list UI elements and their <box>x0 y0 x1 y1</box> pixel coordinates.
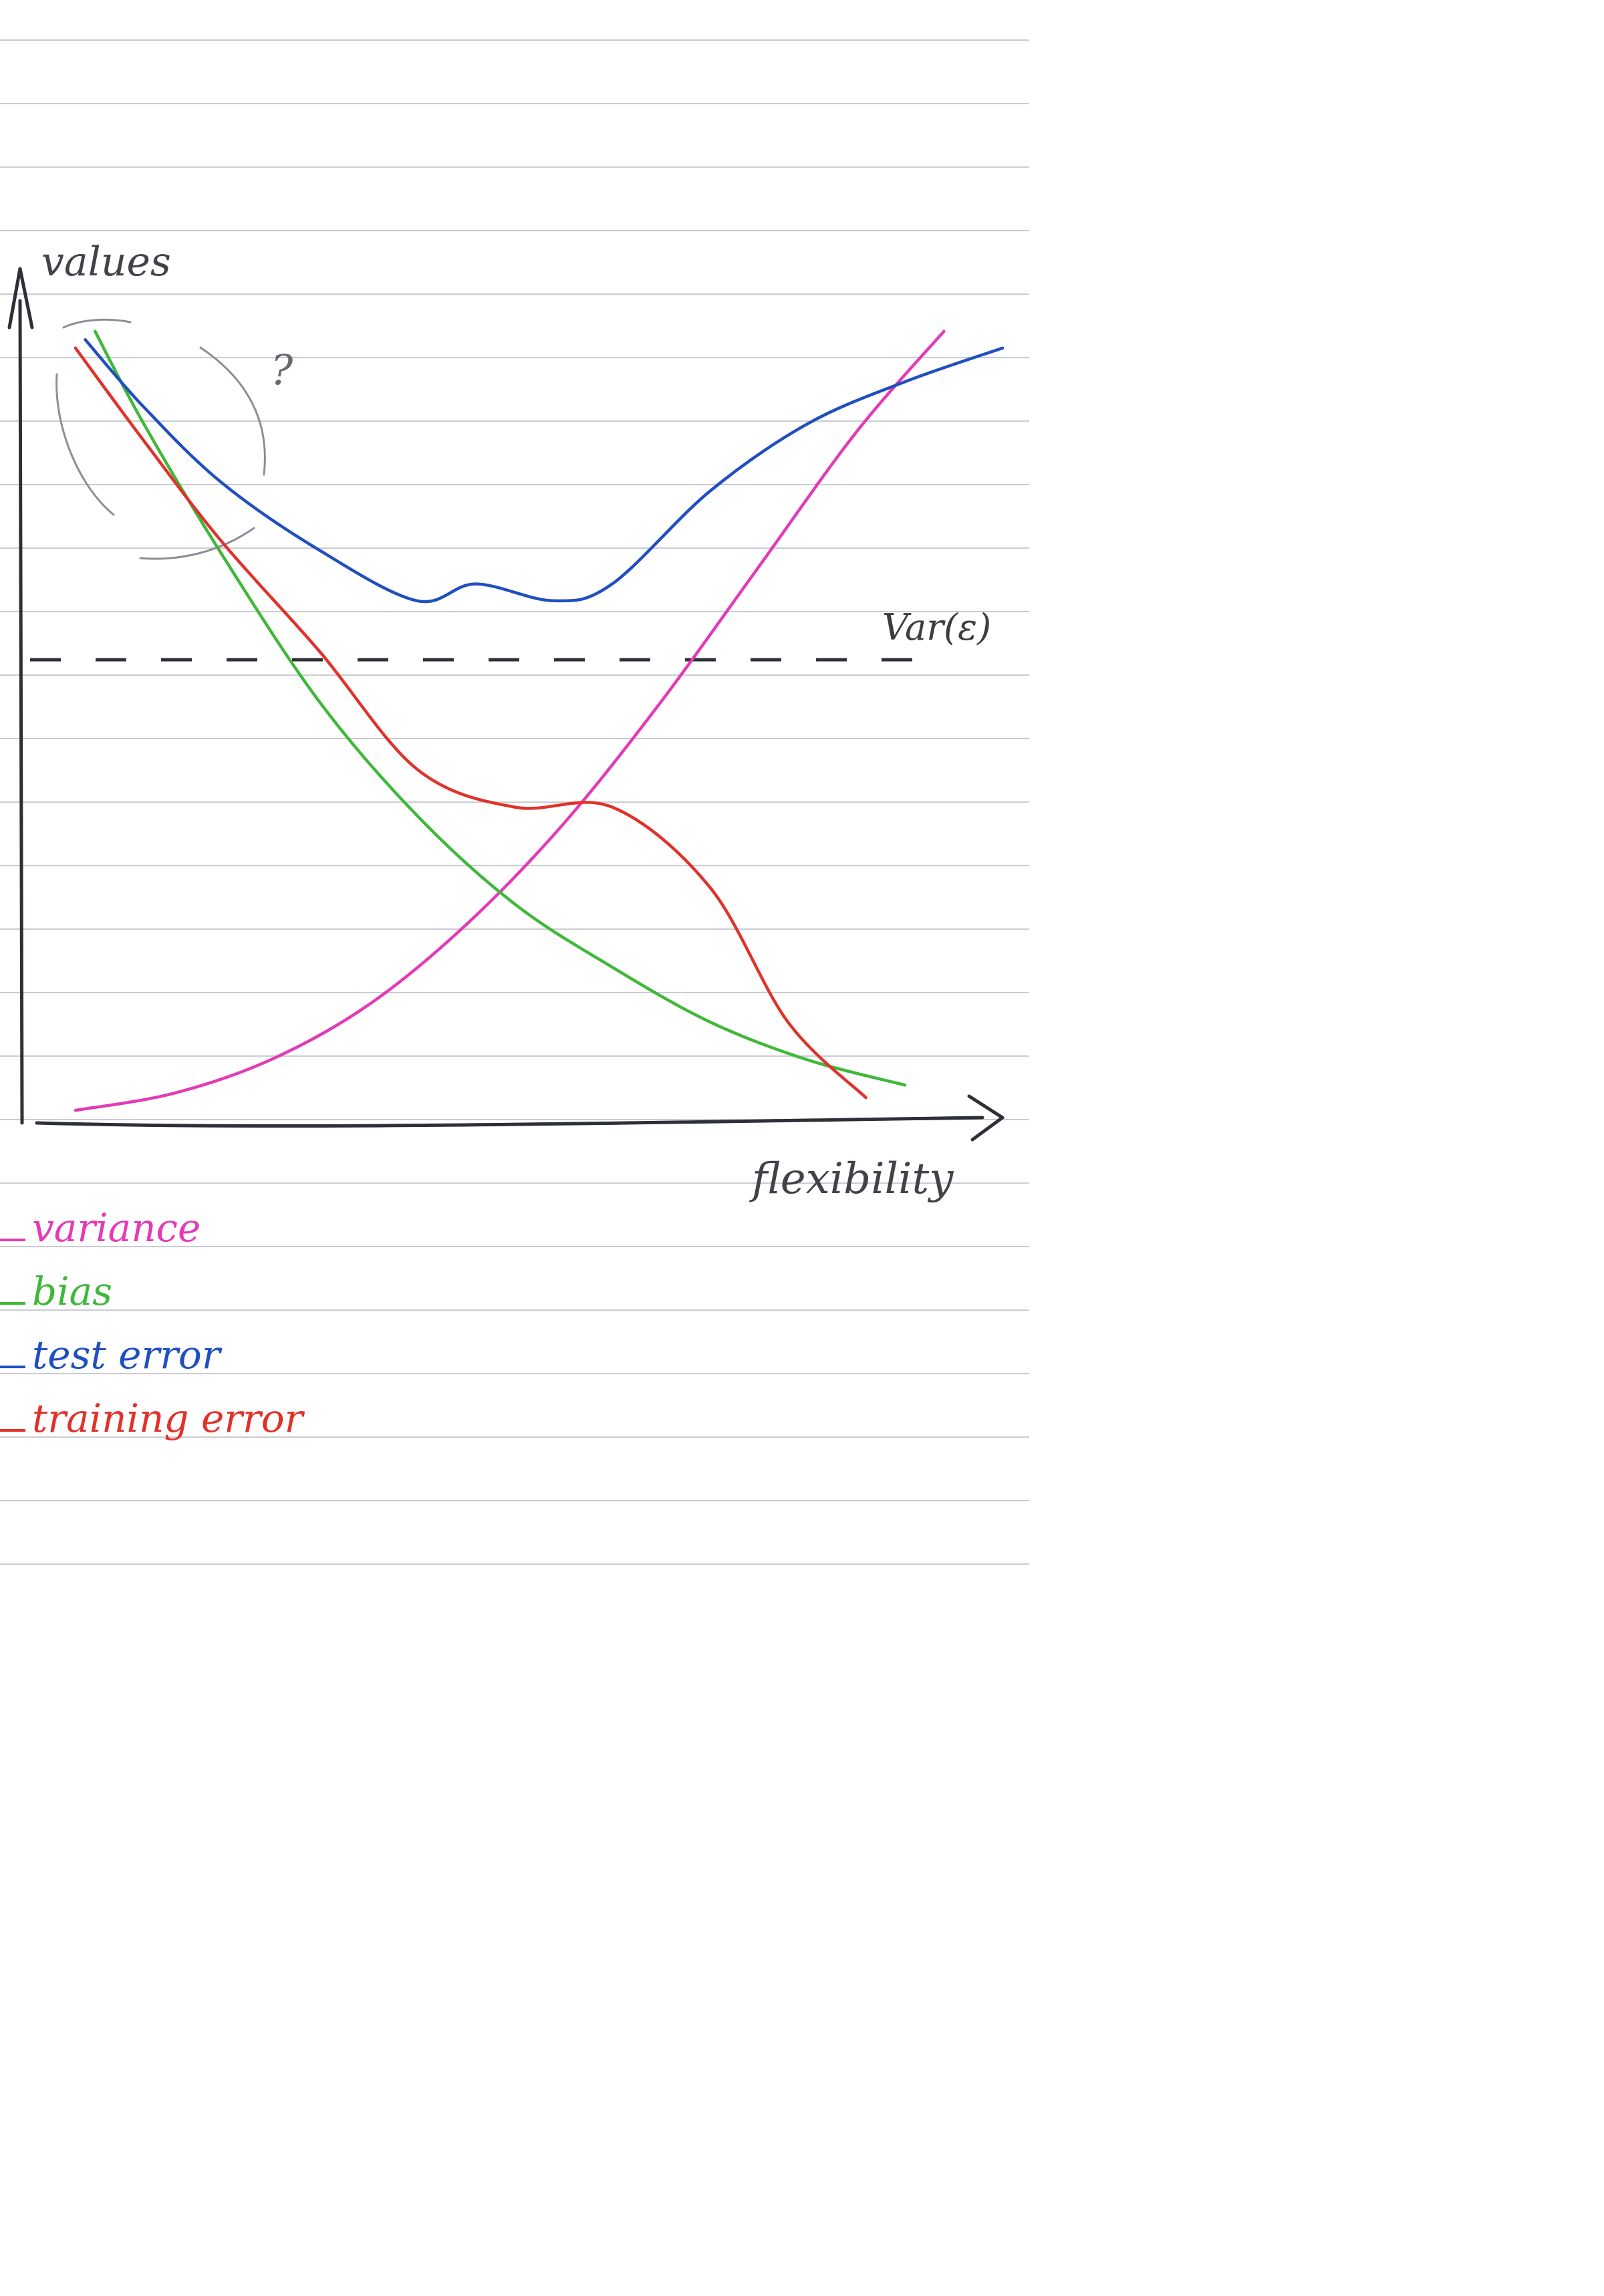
scribble-arc-top <box>62 318 132 329</box>
y-axis <box>18 299 24 1125</box>
notebook-paper: ? values flexibility Var(ε) variance bias… <box>0 0 1029 1624</box>
series-line-test-error <box>84 338 1005 604</box>
legend: variance bias test error training error <box>0 1205 305 1441</box>
legend-label-test-error: test error <box>32 1332 223 1378</box>
legend-label-variance: variance <box>32 1205 200 1251</box>
series-group <box>74 330 1005 1112</box>
scribble-arc-bottom <box>139 527 255 560</box>
x-axis-label: flexibility <box>749 1154 954 1204</box>
scribble-arc-left <box>55 373 115 516</box>
legend-label-bias: bias <box>32 1269 112 1314</box>
noise-variance-label: Var(ε) <box>882 606 991 648</box>
legend-label-training-error: training error <box>32 1396 305 1441</box>
scribble-arc-right <box>199 346 266 476</box>
y-axis-arrow <box>7 267 34 330</box>
x-axis <box>35 1116 984 1128</box>
series-line-bias <box>93 330 907 1087</box>
x-axis-arrow <box>967 1094 1005 1142</box>
series-line-variance <box>74 330 946 1112</box>
y-axis-label: values <box>41 239 171 285</box>
ruled-lines <box>0 39 1029 1565</box>
question-annotation: ? <box>271 346 293 394</box>
line-chart: ? values flexibility Var(ε) variance bias… <box>0 39 1029 1565</box>
question-scribble <box>55 318 266 560</box>
series-line-training-error <box>74 346 867 1100</box>
